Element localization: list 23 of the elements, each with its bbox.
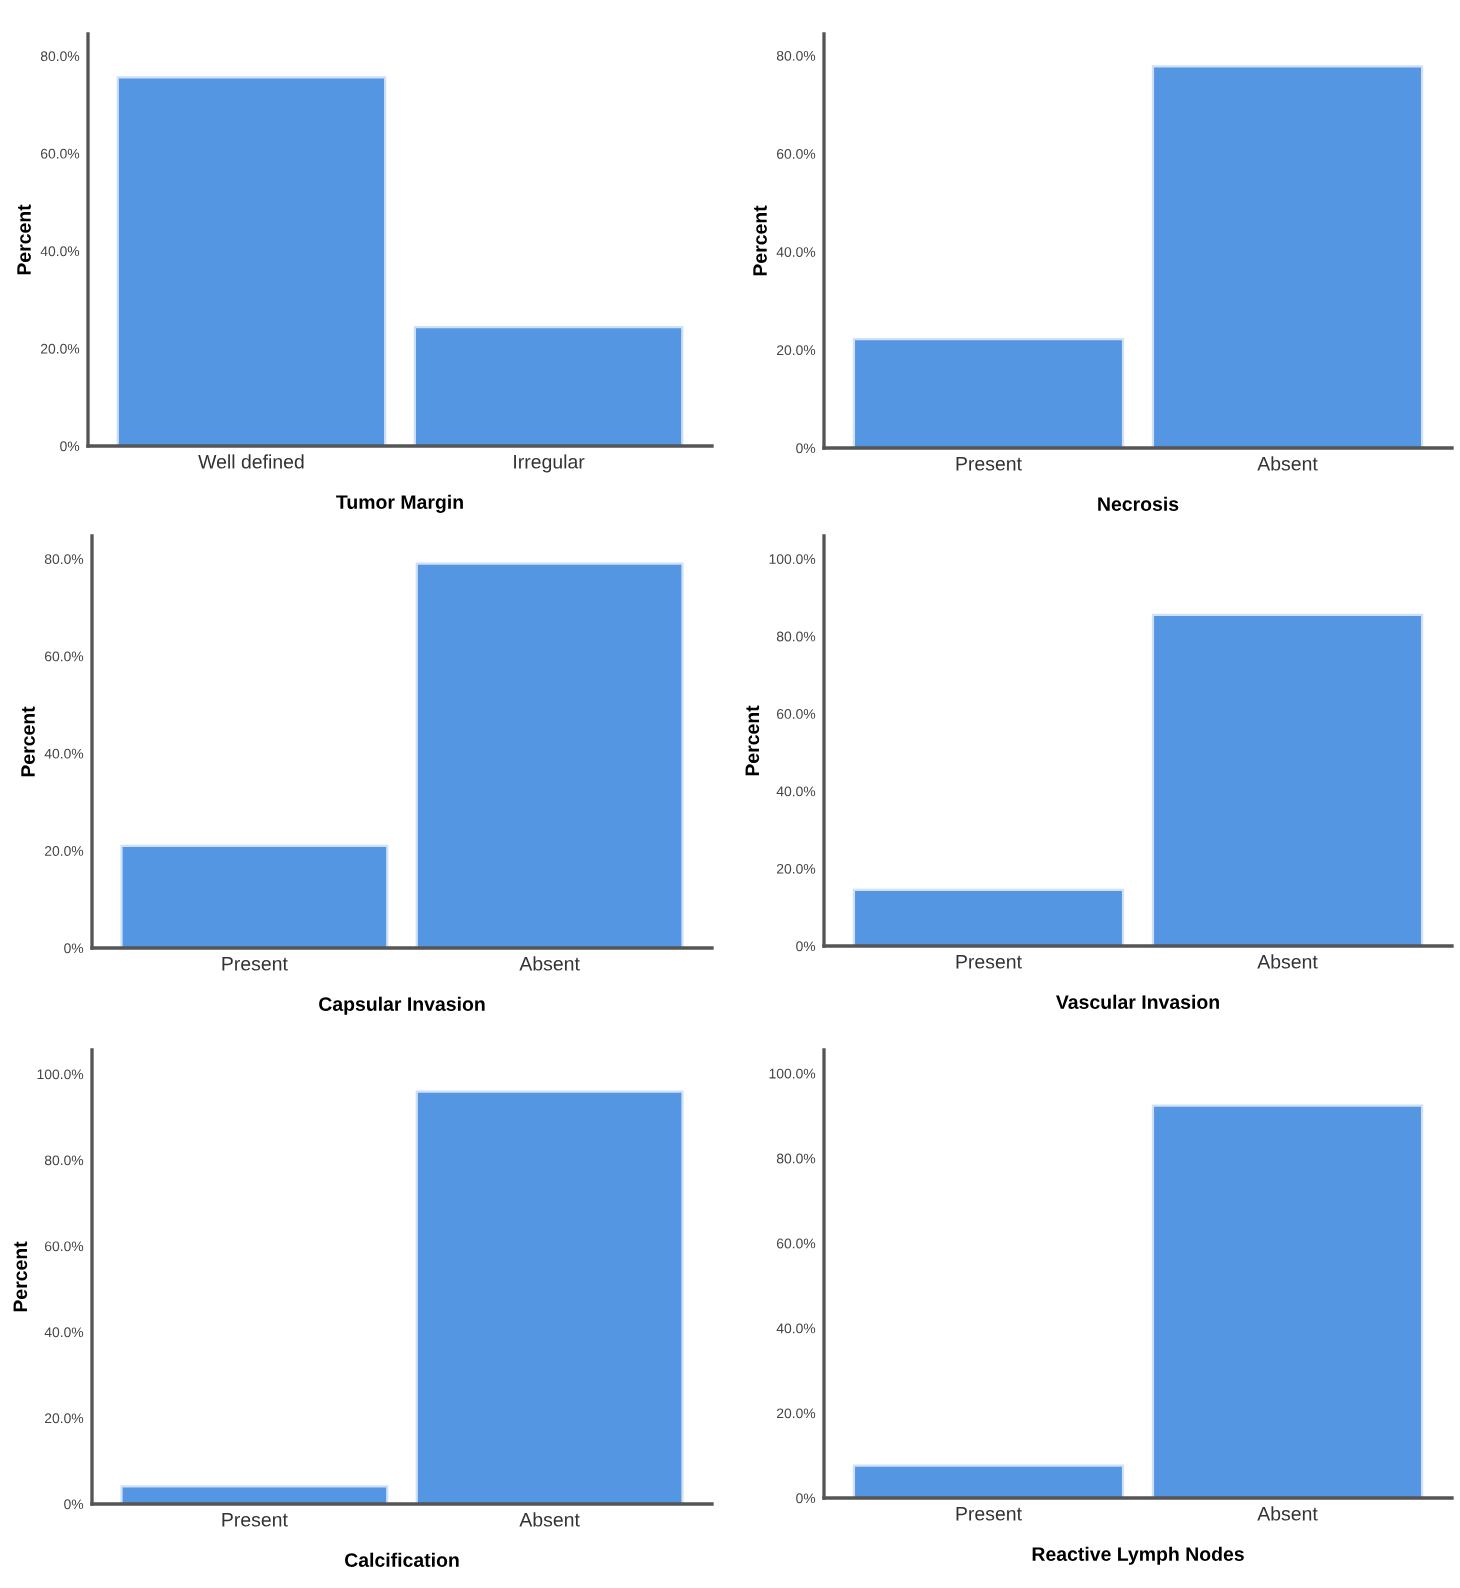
y-axis-title: Percent bbox=[17, 204, 31, 275]
x-tick-label: Absent bbox=[519, 956, 580, 971]
x-tick-label: Well defined bbox=[198, 454, 304, 469]
x-axis-title: Tumor Margin bbox=[336, 494, 463, 513]
x-axis-title: Calcification bbox=[345, 1552, 459, 1567]
x-tick-label: Present bbox=[956, 955, 1022, 969]
x-tick-label: Absent bbox=[1257, 1506, 1318, 1521]
x-tick-label: Absent bbox=[519, 1512, 580, 1527]
x-tick-label: Present bbox=[956, 1507, 1022, 1521]
y-axis-title: Percent bbox=[745, 705, 760, 776]
y-axis-title: Percent bbox=[21, 706, 35, 777]
x-tick-label: Present bbox=[956, 457, 1022, 471]
x-tick-label: Irregular bbox=[514, 454, 585, 473]
y-axis-title: Percent bbox=[13, 1241, 28, 1312]
x-axis-title: Capsular Invasion bbox=[319, 996, 485, 1015]
x-tick-label: Present bbox=[222, 957, 288, 971]
x-tick-label: Present bbox=[222, 1513, 288, 1527]
x-axis-title: Vascular Invasion bbox=[1056, 994, 1219, 1009]
x-tick-label: Absent bbox=[1257, 456, 1318, 471]
x-tick-label: Absent bbox=[1257, 954, 1318, 969]
x-axis-title: Reactive Lymph Nodes bbox=[1032, 1546, 1244, 1565]
x-axis-title: Necrosis bbox=[1098, 496, 1179, 511]
y-axis-title: Percent bbox=[753, 205, 767, 276]
